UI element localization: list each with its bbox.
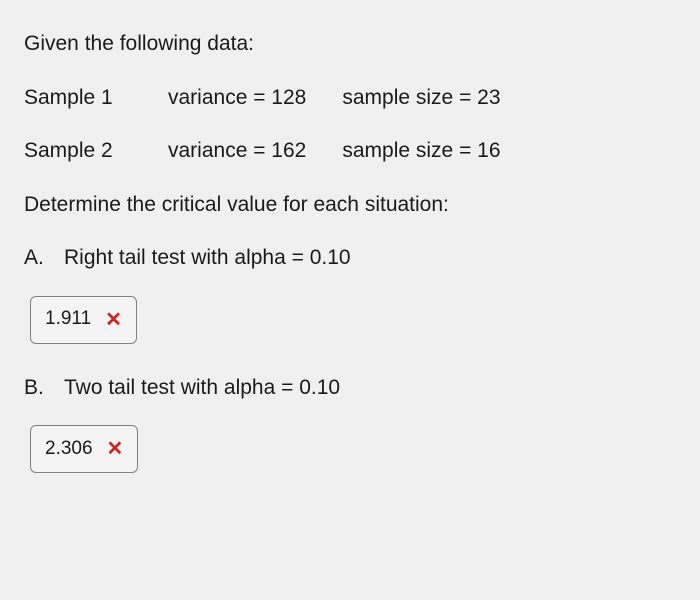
sample-2-size: sample size = 16: [342, 135, 500, 167]
intro-text: Given the following data:: [24, 28, 676, 60]
sample-1-size: sample size = 23: [342, 82, 500, 114]
question-a-letter: A.: [24, 242, 48, 274]
sample-2-variance: variance = 162: [168, 135, 306, 167]
answer-b-box: 2.306 ✕: [30, 425, 138, 473]
answer-a-box: 1.911 ✕: [30, 296, 137, 344]
sample-1-variance: variance = 128: [168, 82, 306, 114]
answer-a-value: 1.911: [45, 305, 91, 334]
question-b-row: B. Two tail test with alpha = 0.10: [24, 372, 676, 404]
sample-1-label: Sample 1: [24, 82, 132, 114]
question-a-text: Right tail test with alpha = 0.10: [64, 242, 351, 274]
incorrect-icon: ✕: [107, 434, 124, 464]
answer-b-value: 2.306: [45, 435, 93, 464]
question-a-row: A. Right tail test with alpha = 0.10: [24, 242, 676, 274]
incorrect-icon: ✕: [105, 305, 122, 335]
sample-2-row: Sample 2 variance = 162 sample size = 16: [24, 135, 676, 167]
question-b-text: Two tail test with alpha = 0.10: [64, 372, 340, 404]
instruction-text: Determine the critical value for each si…: [24, 189, 676, 221]
question-b-letter: B.: [24, 372, 48, 404]
sample-1-row: Sample 1 variance = 128 sample size = 23: [24, 82, 676, 114]
sample-2-label: Sample 2: [24, 135, 132, 167]
